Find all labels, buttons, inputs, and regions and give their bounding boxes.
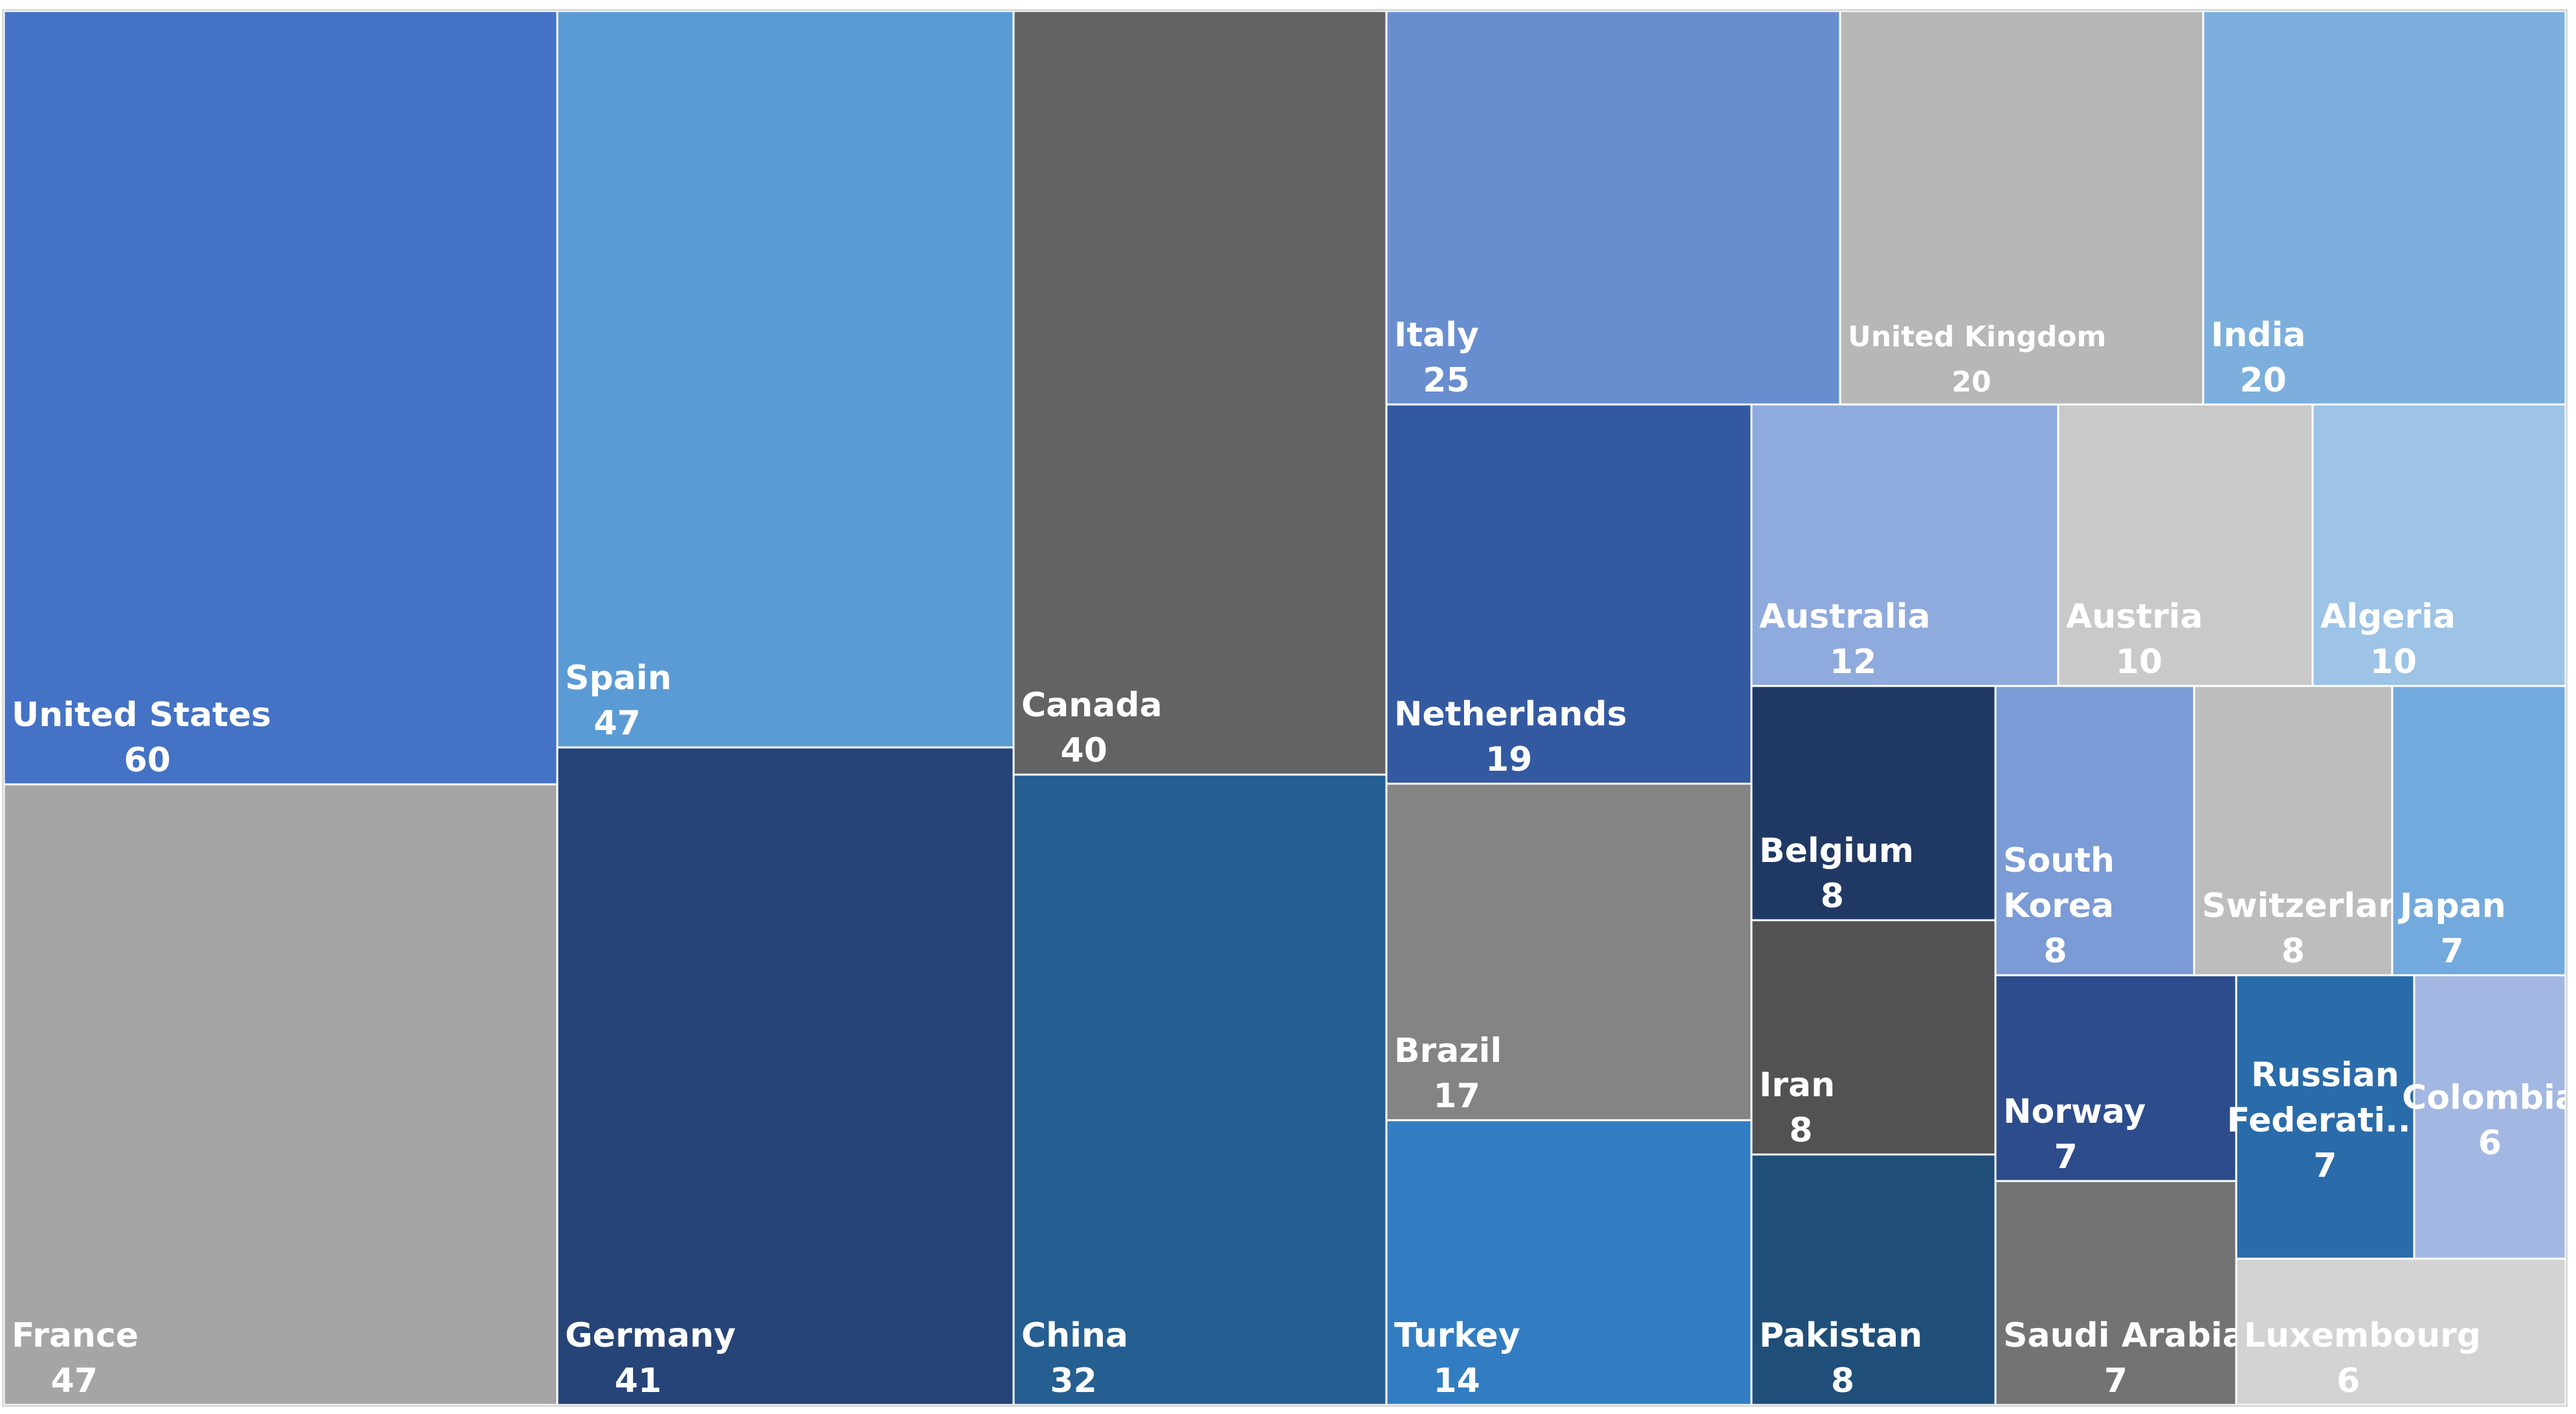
tile-value-australia: 12 — [1830, 643, 1876, 681]
tile-china[interactable] — [1012, 773, 1388, 1405]
tile-turkey[interactable] — [1385, 1119, 1753, 1405]
tile-label-russian-federati: Federati... — [2227, 1101, 2424, 1140]
tile-brazil[interactable] — [1385, 782, 1753, 1121]
tile-value-france: 47 — [51, 1362, 98, 1400]
tile-italy[interactable] — [1385, 11, 1841, 406]
tile-netherlands[interactable] — [1385, 403, 1753, 785]
tile-value-russian-federati: 7 — [2313, 1146, 2337, 1185]
tile-label-united-kingdom: United Kingdom — [1848, 320, 2106, 353]
tile-label-belgium: Belgium — [1759, 832, 1914, 870]
tile-label-saudi-arabia: Saudi Arabia — [2003, 1316, 2245, 1355]
tile-label-italy: Italy — [1394, 316, 1479, 355]
tile-united-states[interactable] — [4, 11, 559, 786]
tile-france[interactable] — [4, 783, 559, 1405]
tile-label-iran: Iran — [1759, 1066, 1835, 1105]
tile-japan[interactable] — [2391, 685, 2566, 977]
tile-label-france: France — [12, 1316, 139, 1355]
tile-label-netherlands: Netherlands — [1394, 695, 1627, 734]
tile-value-luxembourg: 6 — [2337, 1362, 2360, 1400]
tile-belgium[interactable] — [1750, 685, 1997, 922]
tile-value-china: 32 — [1050, 1362, 1096, 1400]
tile-label-united-states: United States — [12, 696, 271, 735]
tile-label-turkey: Turkey — [1394, 1316, 1520, 1355]
tile-value-austria: 10 — [2116, 643, 2162, 681]
tile-value-turkey: 14 — [1434, 1362, 1480, 1400]
tile-value-iran: 8 — [1789, 1111, 1812, 1150]
tile-value-india: 20 — [2239, 361, 2286, 400]
chart-frame: United States 60 France 47 Spain 47 Germany 41 C… — [2, 9, 2568, 1407]
tile-value-italy: 25 — [1423, 361, 1469, 400]
tile-label-luxembourg: Luxembourg — [2244, 1316, 2481, 1355]
tile-label-japan: Japan — [2398, 887, 2506, 925]
tile-value-united-states: 60 — [124, 741, 170, 780]
tile-value-colombia: 6 — [2478, 1123, 2502, 1162]
tile-australia[interactable] — [1750, 403, 2060, 687]
treemap-chart: United States 60 France 47 Spain 47 Germany 41 C… — [4, 11, 2566, 1405]
tile-label-colombia: Colombia — [2402, 1078, 2566, 1117]
tile-value-south-korea: 8 — [2044, 932, 2067, 971]
tile-label-algeria: Algeria — [2320, 597, 2456, 636]
tile-label-spain: Spain — [565, 659, 672, 698]
tile-label-norway: Norway — [2003, 1092, 2146, 1131]
tile-luxembourg[interactable] — [2235, 1257, 2566, 1405]
tile-label-germany: Germany — [565, 1316, 736, 1355]
tile-label-canada: Canada — [1021, 686, 1162, 725]
tile-label-south-korea: South — [2003, 841, 2115, 880]
tile-value-spain: 47 — [594, 704, 640, 743]
tile-austria[interactable] — [2057, 403, 2314, 687]
tile-value-belgium: 8 — [1821, 877, 1844, 916]
tile-label-india: India — [2211, 316, 2306, 355]
tile-value-canada: 40 — [1061, 731, 1107, 770]
tile-colombia[interactable] — [2413, 974, 2566, 1260]
tile-value-norway: 7 — [2054, 1138, 2078, 1176]
tile-value-switzerland: 8 — [2282, 932, 2305, 971]
tile-value-saudi-arabia: 7 — [2104, 1362, 2127, 1400]
tile-value-japan: 7 — [2441, 932, 2464, 971]
tile-value-brazil: 17 — [1434, 1077, 1480, 1116]
tile-label-south-korea: Korea — [2003, 887, 2114, 925]
tile-label-brazil: Brazil — [1394, 1032, 1502, 1070]
tile-switzerland[interactable] — [2193, 685, 2393, 977]
tile-label-russian-federati: Russian — [2251, 1055, 2399, 1094]
tile-label-australia: Australia — [1759, 597, 1931, 636]
tile-south-korea[interactable] — [1994, 685, 2195, 977]
tile-pakistan[interactable] — [1750, 1153, 1997, 1405]
tile-label-switzerland: Switzerland — [2202, 887, 2426, 925]
tile-value-pakistan: 8 — [1831, 1362, 1854, 1400]
tile-india[interactable] — [2202, 11, 2566, 406]
tile-value-netherlands: 19 — [1485, 740, 1532, 779]
tile-value-germany: 41 — [615, 1362, 661, 1400]
tile-germany[interactable] — [556, 746, 1015, 1405]
tile-value-algeria: 10 — [2370, 643, 2417, 681]
tile-iran[interactable] — [1750, 919, 1997, 1156]
tile-spain[interactable] — [556, 11, 1015, 749]
tile-united-kingdom[interactable] — [1839, 11, 2204, 406]
tile-saudi-arabia[interactable] — [1994, 1180, 2237, 1405]
tile-algeria[interactable] — [2311, 403, 2566, 687]
tile-value-united-kingdom: 20 — [1951, 366, 1991, 399]
tile-label-pakistan: Pakistan — [1759, 1316, 1922, 1355]
tile-canada[interactable] — [1012, 11, 1388, 776]
tile-label-china: China — [1021, 1316, 1128, 1355]
tile-label-austria: Austria — [2066, 597, 2203, 636]
tile-russian-federati[interactable] — [2235, 974, 2415, 1260]
tile-norway[interactable] — [1994, 974, 2237, 1182]
